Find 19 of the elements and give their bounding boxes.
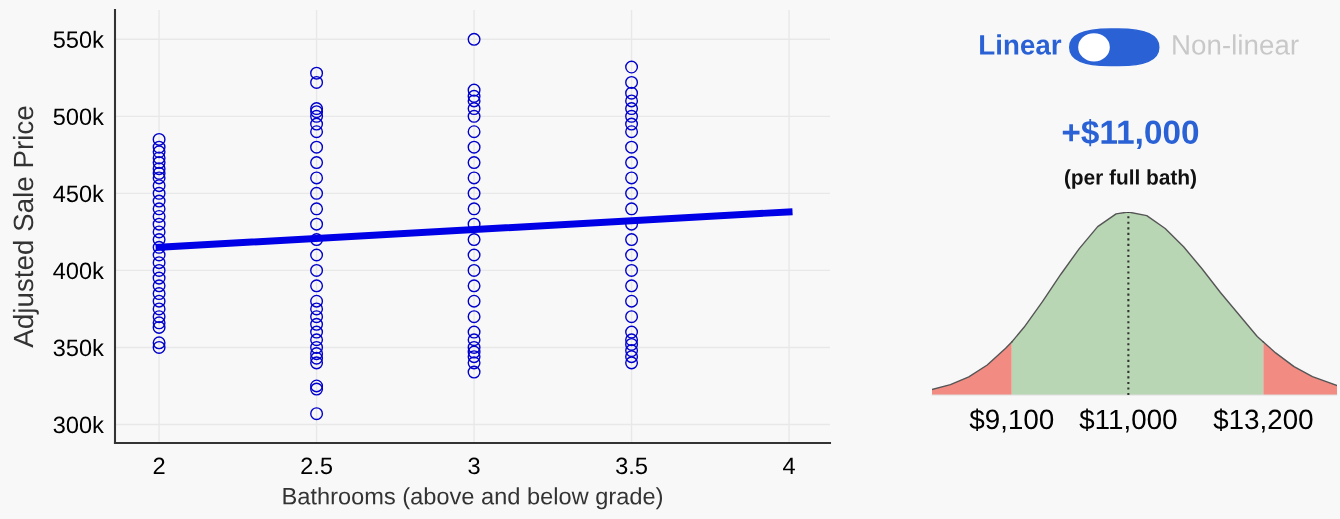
y-axis-title: Adjusted Sale Price — [12, 106, 39, 348]
x-tick-label: 4 — [783, 457, 795, 474]
x-tick-label: $11,000 — [1079, 408, 1177, 433]
x-tick-label: 2.5 — [301, 457, 333, 475]
y-tick-label: 450k — [53, 184, 104, 203]
y-tick-label: 300k — [53, 415, 104, 434]
y-tick-label: 400k — [53, 261, 104, 280]
chart-title: +$11,000 — [1062, 119, 1199, 149]
y-tick-label: 500k — [53, 107, 104, 126]
x-tick-label: $9,100 — [969, 408, 1054, 433]
x-axis-title: Bathrooms (above and below grade) — [283, 487, 663, 510]
chart-subtitle: (per full bath) — [1064, 169, 1196, 189]
text: Linear — [980, 34, 1062, 55]
x-tick-label: $13,200 — [1213, 408, 1313, 433]
y-tick-label: 550k — [53, 30, 104, 49]
x-tick-label: 2 — [153, 457, 165, 474]
x-tick-label: 3 — [468, 457, 480, 475]
y-tick-label: 350k — [53, 338, 104, 357]
x-tick-label: 3.5 — [616, 457, 647, 475]
